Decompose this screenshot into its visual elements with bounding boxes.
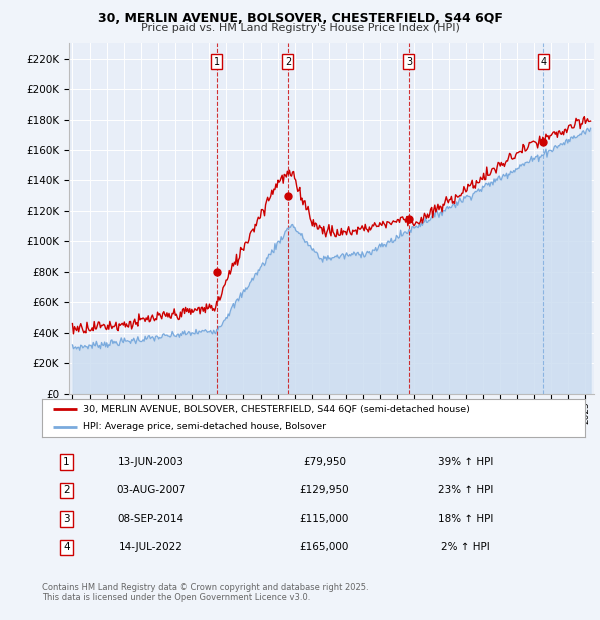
Text: £115,000: £115,000 xyxy=(299,514,349,524)
Text: £165,000: £165,000 xyxy=(299,542,349,552)
Text: 23% ↑ HPI: 23% ↑ HPI xyxy=(438,485,493,495)
Text: HPI: Average price, semi-detached house, Bolsover: HPI: Average price, semi-detached house,… xyxy=(83,422,326,432)
Text: 2% ↑ HPI: 2% ↑ HPI xyxy=(441,542,490,552)
Text: 30, MERLIN AVENUE, BOLSOVER, CHESTERFIELD, S44 6QF (semi-detached house): 30, MERLIN AVENUE, BOLSOVER, CHESTERFIEL… xyxy=(83,404,470,414)
Text: £79,950: £79,950 xyxy=(303,457,346,467)
Text: Contains HM Land Registry data © Crown copyright and database right 2025.: Contains HM Land Registry data © Crown c… xyxy=(42,583,368,592)
Text: 2: 2 xyxy=(285,56,291,67)
Text: 3: 3 xyxy=(406,56,412,67)
Text: 03-AUG-2007: 03-AUG-2007 xyxy=(116,485,185,495)
Text: 14-JUL-2022: 14-JUL-2022 xyxy=(119,542,182,552)
Text: 1: 1 xyxy=(63,457,70,467)
Text: 3: 3 xyxy=(63,514,70,524)
Text: 39% ↑ HPI: 39% ↑ HPI xyxy=(438,457,493,467)
Text: 1: 1 xyxy=(214,56,220,67)
Text: £129,950: £129,950 xyxy=(299,485,349,495)
Text: 13-JUN-2003: 13-JUN-2003 xyxy=(118,457,184,467)
Text: 2: 2 xyxy=(63,485,70,495)
Text: This data is licensed under the Open Government Licence v3.0.: This data is licensed under the Open Gov… xyxy=(42,593,310,602)
Text: 4: 4 xyxy=(63,542,70,552)
Text: 4: 4 xyxy=(540,56,546,67)
Text: Price paid vs. HM Land Registry's House Price Index (HPI): Price paid vs. HM Land Registry's House … xyxy=(140,23,460,33)
Text: 18% ↑ HPI: 18% ↑ HPI xyxy=(438,514,493,524)
Text: 30, MERLIN AVENUE, BOLSOVER, CHESTERFIELD, S44 6QF: 30, MERLIN AVENUE, BOLSOVER, CHESTERFIEL… xyxy=(98,12,502,25)
Text: 08-SEP-2014: 08-SEP-2014 xyxy=(118,514,184,524)
